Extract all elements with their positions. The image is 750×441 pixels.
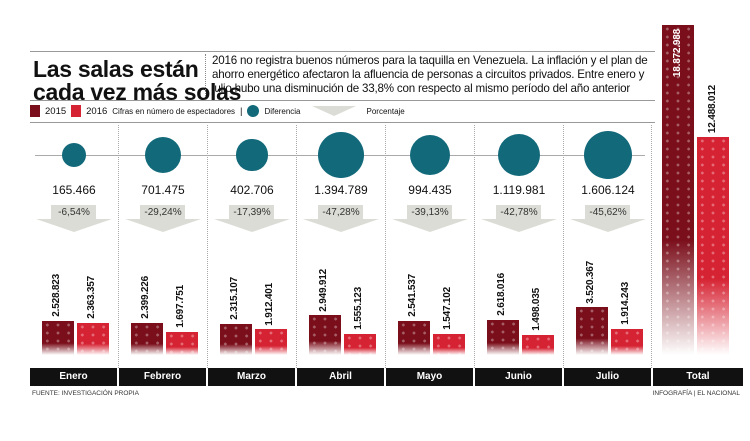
bar-label-2016: 1.697.751 xyxy=(175,285,186,329)
percent-arrow xyxy=(496,205,541,219)
bar-label-2016: 1.912.401 xyxy=(264,282,275,326)
percent-value: -29,24% xyxy=(144,207,182,218)
percent-value: -6,54% xyxy=(58,207,90,218)
month-label: Mayo xyxy=(386,368,473,386)
credit: INFOGRAFÍA | EL NACIONAL xyxy=(652,390,740,397)
column-divider xyxy=(296,125,297,368)
legend-swatch-2016 xyxy=(71,105,82,117)
percent-arrow-head xyxy=(303,219,379,232)
intro-text: 2016 no registra buenos números para la … xyxy=(205,54,662,96)
bar-2015 xyxy=(220,323,252,355)
percent-arrow xyxy=(51,205,96,219)
difference-value: 1.119.981 xyxy=(492,183,546,197)
bar-label-2015: 2.618.016 xyxy=(496,272,507,316)
column-divider xyxy=(207,125,208,368)
bar-label-2015: 2.399.226 xyxy=(140,275,151,319)
month-label: Julio xyxy=(564,368,651,386)
bar-label-2015: 2.949.912 xyxy=(318,268,329,312)
bar-2016 xyxy=(255,329,287,355)
bar-label-2015: 2.528.823 xyxy=(51,274,62,317)
bar-label-2015: 2.541.537 xyxy=(407,274,418,317)
bar-label-2016: 1.914.243 xyxy=(620,282,631,326)
total-label-2015: 18.872.988 xyxy=(672,29,683,78)
bar-label-2016: 1.555.123 xyxy=(353,287,364,331)
percent-value: -45,62% xyxy=(589,207,627,218)
difference-value: 165.466 xyxy=(52,183,96,197)
bar-2016 xyxy=(522,334,554,355)
percent-arrow-head xyxy=(214,219,290,232)
column-divider xyxy=(651,125,652,368)
top-rule xyxy=(30,51,655,52)
bar-2015 xyxy=(309,315,341,355)
percent-arrow xyxy=(229,205,274,219)
legend: 2015 2016 Cifras en número de espectador… xyxy=(30,105,405,117)
month-label: Marzo xyxy=(208,368,295,386)
percent-arrow xyxy=(407,205,452,219)
bar-2015 xyxy=(576,307,608,355)
month-label: Abril xyxy=(297,368,384,386)
bar-label-2016: 2.363.357 xyxy=(86,276,97,320)
film-reel-icon xyxy=(497,133,541,177)
bar-2016 xyxy=(77,323,109,355)
bar-2016 xyxy=(433,334,465,355)
percent-arrow xyxy=(140,205,185,219)
percent-value: -47,28% xyxy=(322,207,360,218)
bar-2015 xyxy=(487,319,519,355)
percent-arrow-head xyxy=(570,219,646,232)
bar-2016 xyxy=(166,332,198,355)
bar-label-2016: 1.547.102 xyxy=(442,287,453,331)
percent-arrow-head xyxy=(481,219,557,232)
total-bar-2015 xyxy=(662,25,694,355)
arrow-down-icon xyxy=(311,106,356,116)
column-divider xyxy=(563,125,564,368)
film-reel-icon xyxy=(144,136,182,174)
total-label: Total xyxy=(653,368,743,386)
difference-value: 994.435 xyxy=(408,183,452,197)
percent-value: -39,13% xyxy=(411,207,449,218)
film-reel-icon xyxy=(409,134,451,176)
bar-2016 xyxy=(611,329,643,355)
column-divider xyxy=(385,125,386,368)
film-reel-icon xyxy=(584,131,632,179)
film-reel-icon xyxy=(318,132,364,178)
total-bar-2016 xyxy=(697,136,729,355)
difference-value: 1.606.124 xyxy=(581,183,635,197)
bar-label-2015: 2.315.107 xyxy=(229,277,240,320)
bar-2016 xyxy=(344,334,376,355)
percent-value: -42,78% xyxy=(500,207,538,218)
column-divider xyxy=(118,125,119,368)
bar-2015 xyxy=(131,322,163,355)
bar-2015 xyxy=(398,320,430,355)
difference-value: 402.706 xyxy=(230,183,274,197)
percent-arrow xyxy=(585,205,630,219)
difference-value: 1.394.789 xyxy=(314,183,368,197)
percent-arrow xyxy=(318,205,363,219)
percent-arrow-head xyxy=(36,219,112,232)
bar-label-2015: 3.520.367 xyxy=(585,260,596,304)
percent-arrow-head xyxy=(125,219,201,232)
film-reel-icon xyxy=(247,105,260,117)
bar-label-2016: 1.498.035 xyxy=(531,288,542,331)
difference-value: 701.475 xyxy=(141,183,185,197)
film-reel-icon xyxy=(61,142,87,168)
month-label: Febrero xyxy=(119,368,206,386)
total-label-2016: 12.488.012 xyxy=(707,84,718,133)
percent-value: -17,39% xyxy=(233,207,271,218)
bar-2015 xyxy=(42,320,74,355)
source: FUENTE: INVESTIGACIÓN PROPIA xyxy=(32,390,139,397)
month-label: Enero xyxy=(30,368,117,386)
month-label: Junio xyxy=(475,368,562,386)
page-title: Las salas están cada vez más solas xyxy=(33,56,242,105)
film-reel-icon xyxy=(236,139,268,171)
percent-arrow-head xyxy=(392,219,468,232)
legend-swatch-2015 xyxy=(30,105,40,117)
column-divider xyxy=(474,125,475,368)
